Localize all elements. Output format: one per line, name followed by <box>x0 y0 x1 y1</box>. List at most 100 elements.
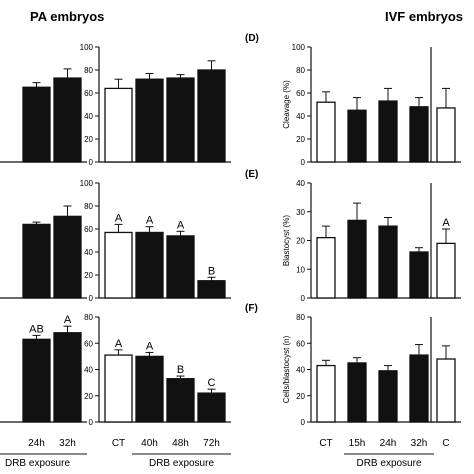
pa-embryos-title: PA embryos <box>30 9 104 24</box>
bar <box>197 69 226 163</box>
y-tick-label: 0 <box>89 158 94 167</box>
bar <box>166 235 195 299</box>
panel-pa-left-3: AB 24h A 32h DRB exposure <box>0 314 87 469</box>
panel-ivf-left-1: 0 20 40 60 80 100 Cleavage (%) (D) <box>245 33 434 167</box>
bar <box>347 362 367 423</box>
y-tick-label: 60 <box>84 339 93 348</box>
panel-ivf-left-2: 0 10 20 30 40 Blastocyst (%) (E) <box>245 169 434 303</box>
significance-letter: B <box>177 364 184 376</box>
y-tick-label: 0 <box>301 294 306 303</box>
bar <box>135 78 164 163</box>
panel-label: (E) <box>245 169 258 180</box>
x-category-label: 24h <box>380 438 397 449</box>
group-label: DRB exposure <box>356 458 421 469</box>
y-tick-label: 40 <box>296 366 305 375</box>
bar <box>22 338 51 423</box>
panel-pa-right-2: 0 20 40 60 80 100 A A A B <box>80 179 231 303</box>
y-axis-label: Cells/blastocyst (n) <box>282 335 291 403</box>
y-tick-label: 0 <box>89 294 94 303</box>
significance-letter: AB <box>29 323 44 335</box>
x-category-label: 32h <box>59 438 76 449</box>
bar <box>22 86 51 163</box>
x-category-label: 24h <box>28 438 45 449</box>
y-tick-label: 60 <box>296 89 305 98</box>
bar <box>378 100 398 163</box>
y-tick-label: 20 <box>84 135 93 144</box>
significance-letter: A <box>115 212 123 224</box>
y-tick-label: 100 <box>80 43 94 52</box>
y-tick-label: 20 <box>296 237 305 246</box>
significance-letter: C <box>208 377 216 389</box>
y-tick-label: 20 <box>296 135 305 144</box>
y-tick-label: 0 <box>89 418 94 427</box>
ivf-embryos-title: IVF embryos <box>385 9 463 24</box>
panel-pa-right-1: 0 20 40 60 80 100 <box>80 43 231 167</box>
significance-letter: A <box>146 340 154 352</box>
x-category-label: 72h <box>203 438 220 449</box>
panel-ivf-right-2: A <box>430 183 461 299</box>
y-tick-label: 80 <box>84 313 93 322</box>
bar <box>378 225 398 299</box>
y-tick-label: 60 <box>296 339 305 348</box>
bar <box>104 354 133 423</box>
bar <box>22 223 51 299</box>
panel-label: (F) <box>245 303 258 314</box>
y-tick-label: 80 <box>84 202 93 211</box>
x-category-label: CT <box>112 438 125 449</box>
panel-ivf-right-1 <box>430 47 461 163</box>
bar <box>347 109 367 163</box>
x-category-label: 48h <box>172 438 189 449</box>
x-category-label: 15h <box>349 438 366 449</box>
y-tick-label: 40 <box>84 112 93 121</box>
significance-letter: A <box>146 215 154 227</box>
y-axis-label: Blastocyst (%) <box>282 215 291 266</box>
y-tick-label: 40 <box>84 366 93 375</box>
x-category-label: 32h <box>411 438 428 449</box>
y-tick-label: 100 <box>292 43 306 52</box>
y-tick-label: 20 <box>84 392 93 401</box>
bar <box>135 231 164 299</box>
bar <box>104 231 133 299</box>
bar <box>53 332 82 423</box>
bar <box>135 355 164 423</box>
panel-label: (D) <box>245 33 259 44</box>
y-tick-label: 20 <box>296 392 305 401</box>
bar <box>436 242 456 299</box>
panel-ivf-right-3: C <box>430 317 461 449</box>
group-label: DRB exposure <box>5 458 70 469</box>
y-tick-label: 30 <box>296 208 305 217</box>
bar <box>53 215 82 299</box>
y-tick-label: 80 <box>296 66 305 75</box>
y-tick-label: 100 <box>80 179 94 188</box>
x-category-label: 40h <box>141 438 158 449</box>
y-tick-label: 20 <box>84 271 93 280</box>
group-label: DRB exposure <box>149 458 214 469</box>
y-axis-label: Cleavage (%) <box>282 80 291 129</box>
bar <box>104 87 133 163</box>
y-tick-label: 80 <box>296 313 305 322</box>
y-tick-label: 60 <box>84 225 93 234</box>
significance-letter: A <box>442 217 450 229</box>
significance-letter: A <box>115 338 123 350</box>
y-tick-label: 40 <box>84 248 93 257</box>
bar <box>409 354 429 423</box>
y-tick-label: 60 <box>84 89 93 98</box>
bar <box>197 280 226 299</box>
y-tick-label: 40 <box>296 112 305 121</box>
significance-letter: A <box>64 314 72 326</box>
panel-pa-right-3: 0 20 40 60 80 A CT A 40h B 48h C 72h DRB exposure <box>84 313 231 469</box>
bar <box>409 106 429 163</box>
bar <box>316 236 336 299</box>
panel-ivf-left-3: 0 20 40 60 80 Cells/blastocyst (n) (F) CT 15h 24h… <box>245 303 434 469</box>
bar <box>409 251 429 299</box>
bar <box>316 364 336 423</box>
y-tick-label: 10 <box>296 265 305 274</box>
bar <box>436 358 456 423</box>
bar <box>53 77 82 163</box>
bar <box>316 101 336 163</box>
panel-pa-left-2 <box>0 205 87 299</box>
bar <box>378 370 398 423</box>
bar <box>166 378 195 423</box>
